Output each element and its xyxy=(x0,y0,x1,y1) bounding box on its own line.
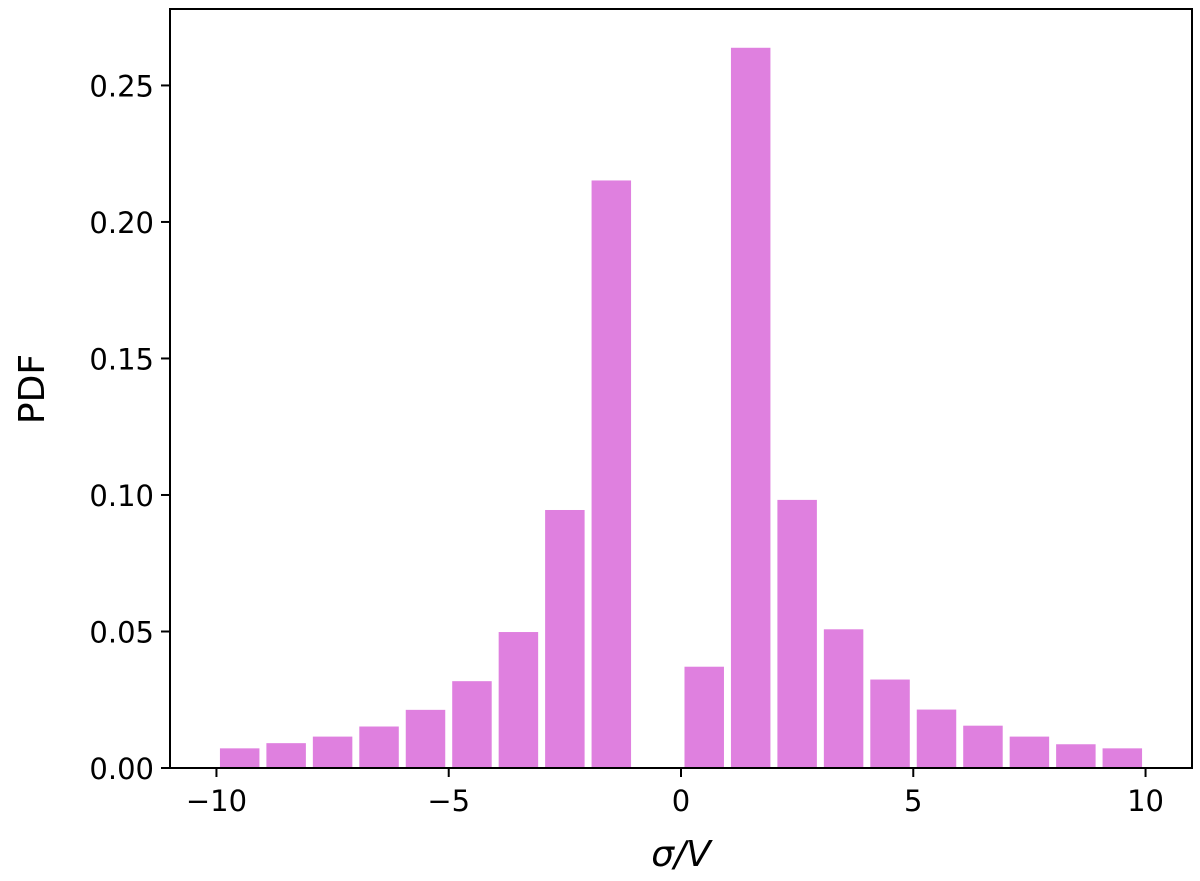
y-tick-label: 0.25 xyxy=(89,69,154,103)
bar xyxy=(312,736,353,768)
bar xyxy=(963,725,1003,768)
bar xyxy=(405,709,446,768)
bar xyxy=(684,666,724,768)
bar xyxy=(545,509,585,768)
bar xyxy=(823,629,864,768)
bar xyxy=(730,47,771,769)
bar xyxy=(1009,736,1050,768)
y-axis-label: PDF xyxy=(12,354,53,424)
x-tick-label: 0 xyxy=(672,784,690,818)
bars-group xyxy=(219,47,1143,769)
x-axis-label: σ/V xyxy=(651,834,713,875)
x-tick-label: −10 xyxy=(186,784,247,818)
y-tick-label: 0.15 xyxy=(89,342,154,376)
bar xyxy=(219,748,260,768)
bar xyxy=(777,499,817,768)
bar xyxy=(452,681,492,768)
x-tick-label: −5 xyxy=(427,784,470,818)
y-tick-label: 0.10 xyxy=(89,479,154,513)
bar xyxy=(870,679,910,768)
bar xyxy=(1056,744,1096,768)
bar xyxy=(498,632,539,768)
bar xyxy=(359,726,399,768)
bar xyxy=(591,180,632,769)
x-tick-label: 5 xyxy=(904,784,922,818)
y-tick-label: 0.20 xyxy=(89,206,154,240)
y-tick-label: 0.00 xyxy=(89,752,154,786)
y-tick-label: 0.05 xyxy=(89,615,154,649)
bar xyxy=(1102,748,1143,768)
x-axis-ticks: −10 −5 0 5 10 xyxy=(186,768,1164,818)
x-tick-label: 10 xyxy=(1127,784,1164,818)
bar xyxy=(266,743,306,768)
y-axis-ticks: 0.00 0.05 0.10 0.15 0.20 0.25 xyxy=(89,69,170,786)
plot-frame xyxy=(169,8,1193,769)
bar xyxy=(916,709,957,768)
